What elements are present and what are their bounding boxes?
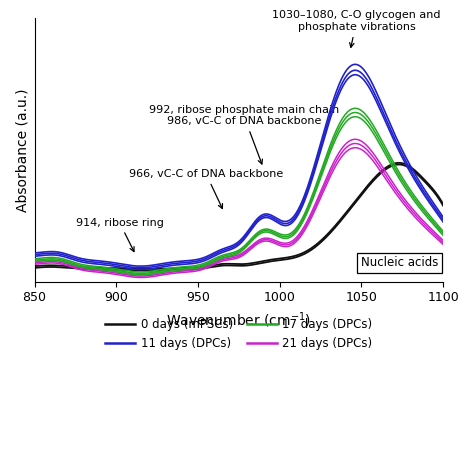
Text: Nucleic acids: Nucleic acids	[361, 256, 438, 269]
X-axis label: Wavenumber (cm$^{-1}$): Wavenumber (cm$^{-1}$)	[166, 310, 311, 329]
Text: 966, vC-C of DNA backbone: 966, vC-C of DNA backbone	[129, 169, 283, 208]
Text: 914, ribose ring: 914, ribose ring	[75, 217, 164, 252]
Text: 1030–1080, C-O glycogen and
phosphate vibrations: 1030–1080, C-O glycogen and phosphate vi…	[272, 10, 441, 47]
Text: 992, ribose phosphate main chain
986, vC-C of DNA backbone: 992, ribose phosphate main chain 986, vC…	[149, 105, 339, 164]
Legend: 0 days (mPSCs), 11 days (DPCs), 17 days (DPCs), 21 days (DPCs): 0 days (mPSCs), 11 days (DPCs), 17 days …	[100, 313, 377, 355]
Y-axis label: Absorbance (a.u.): Absorbance (a.u.)	[15, 88, 29, 212]
